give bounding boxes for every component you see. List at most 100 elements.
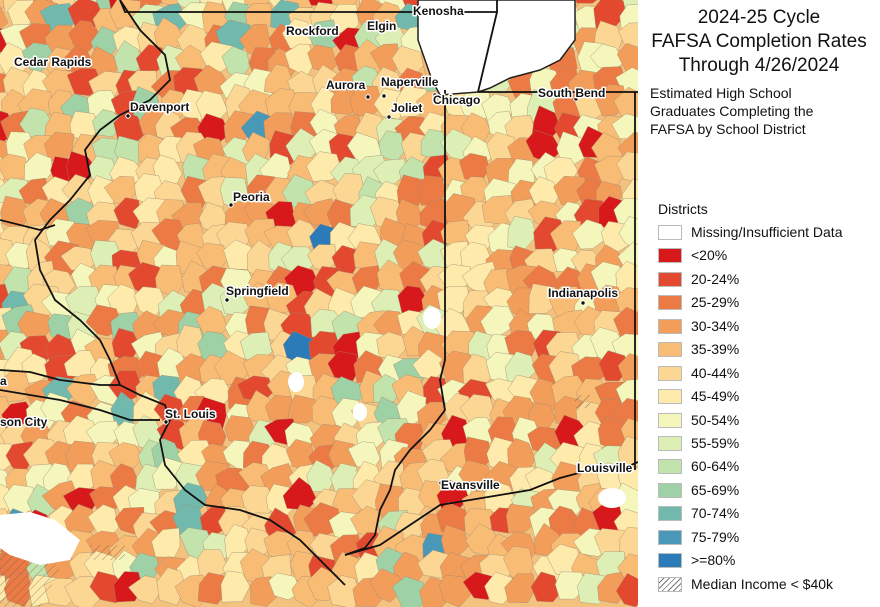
city-label: Joliet (391, 101, 422, 115)
legend-label: 25-29% (691, 294, 740, 311)
legend-swatch (658, 271, 682, 287)
district-cell (616, 43, 638, 76)
legend-heading: Districts (658, 201, 708, 217)
district-cell (617, 353, 638, 388)
legend-swatch (658, 225, 682, 240)
district-cell (615, 573, 638, 607)
city-label: Chicago (433, 93, 480, 107)
iowa-border (0, 219, 56, 231)
subtitle-line: Estimated High School (650, 85, 792, 101)
legend-swatch (658, 248, 682, 264)
legend-swatch (658, 318, 682, 334)
legend-panel: 2024-25 Cycle FAFSA Completion Rates Thr… (638, 0, 880, 607)
city-label: Louisville (577, 461, 633, 475)
district-cell (128, 575, 162, 605)
city-dot (365, 94, 371, 100)
city-label: son City (0, 415, 48, 429)
legend-label: 60-64% (691, 458, 740, 475)
district-cell (618, 22, 638, 52)
district-cell (554, 571, 587, 600)
district-cells (0, 0, 638, 607)
district-cell (220, 570, 251, 603)
city-label: a (0, 374, 7, 388)
district-cell (616, 151, 638, 183)
district-cell (327, 351, 359, 382)
city-label: Naperville (381, 75, 439, 89)
district-cell (572, 219, 610, 250)
wisconsin-border (119, 0, 498, 13)
illinois-indiana-border (344, 90, 446, 556)
legend-label: 65-69% (691, 481, 740, 498)
legend-swatch (658, 506, 682, 522)
legend-label: 55-59% (691, 434, 740, 451)
legend-swatch (658, 459, 682, 475)
legend-label: Median Income < $40k (691, 575, 834, 592)
city-label: South Bend (538, 86, 605, 100)
subtitle-line: FAFSA by School District (650, 121, 806, 137)
city-label: Rockford (286, 24, 339, 38)
city-dot (386, 114, 392, 120)
city-label: Elgin (367, 19, 396, 33)
title-line: 2024-25 Cycle (697, 7, 821, 28)
district-cell (530, 571, 561, 603)
city-label: Evansville (441, 478, 500, 492)
legend-swatch (658, 553, 682, 569)
legend-swatch (658, 435, 682, 451)
legend-label: 35-39% (691, 341, 740, 358)
hatch-zone (575, 395, 590, 408)
legend-label: 50-54% (691, 411, 740, 428)
city-dot (163, 419, 169, 425)
map-canvas: Kenosha Rockford Cedar Rapids Elgin Aurora Na… (0, 0, 638, 607)
lake-michigan (417, 0, 576, 96)
missouri-river (0, 389, 160, 421)
ohio-river-border (344, 461, 638, 556)
city-label: Cedar Rapids (14, 55, 92, 69)
title-line: FAFSA Completion Rates (651, 31, 867, 52)
district-cell (109, 0, 141, 29)
district-cell (151, 527, 181, 558)
district-cell (392, 576, 429, 607)
legend-label: >=80% (691, 552, 736, 569)
city-dot (580, 300, 586, 306)
legend-label: 45-49% (691, 388, 740, 405)
district-cell (0, 6, 9, 30)
legend-swatch (658, 576, 682, 592)
district-cell (440, 524, 470, 556)
missing-data-area (0, 512, 80, 565)
legend-swatch (658, 365, 682, 381)
title-line: Through 4/26/2024 (678, 55, 840, 76)
city-labels: Kenosha Rockford Cedar Rapids Elgin Aurora Na… (0, 3, 634, 494)
map-title: 2024-25 Cycle FAFSA Completion Rates Thr… (638, 6, 880, 78)
city-dot (573, 96, 579, 102)
district-cell (327, 575, 363, 607)
city-dot (125, 113, 131, 119)
legend-label: 30-34% (691, 317, 740, 334)
district-cell (372, 374, 401, 403)
legend-swatch (658, 482, 682, 498)
subtitle-line: Graduates Completing the (650, 103, 814, 119)
district-cell (575, 0, 598, 4)
hatch-zone (90, 545, 125, 560)
legend-swatch (658, 342, 682, 358)
legend-label: 20-24% (691, 270, 740, 287)
legend-label: 40-44% (691, 364, 740, 381)
missing-data-area (353, 403, 367, 421)
legend-label: <20% (691, 247, 728, 264)
city-label: Kenosha (413, 4, 464, 18)
district-cell (618, 216, 638, 249)
indiana-north-border (477, 11, 498, 93)
legend-label: Missing/Insufficient Data (691, 224, 843, 240)
city-dot (438, 480, 444, 486)
mississippi-border (34, 0, 346, 586)
city-dot (224, 297, 230, 303)
city-dot (381, 93, 387, 99)
legend-swatch (658, 295, 682, 311)
district-cell (484, 571, 514, 605)
choropleth-map: Kenosha Rockford Cedar Rapids Elgin Aurora Na… (0, 0, 638, 607)
district-cell (287, 394, 321, 424)
missing-data-area (598, 488, 626, 508)
city-dot (432, 92, 438, 98)
legend-swatch (658, 412, 682, 428)
city-label: St. Louis (165, 407, 216, 421)
city-label: Davenport (130, 100, 189, 114)
